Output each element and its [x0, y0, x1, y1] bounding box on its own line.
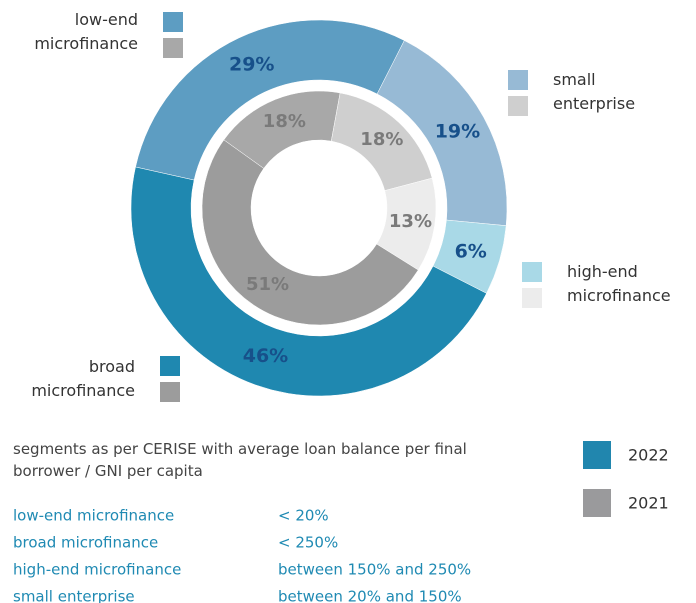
- segment-name: small enterprise: [13, 588, 135, 603]
- category-label: broad microfinance: [31, 357, 135, 400]
- segment-name: high-end microfinance: [13, 561, 181, 579]
- legend-label: 2021: [628, 494, 669, 513]
- segment-definition: between 150% and 250%: [278, 561, 471, 579]
- value-label: 19%: [435, 120, 480, 142]
- donut-segment: [130, 166, 487, 397]
- category-swatch: [508, 70, 528, 90]
- segment-name: low-end microfinance: [13, 507, 174, 525]
- value-label: 46%: [243, 345, 288, 367]
- value-label: 6%: [455, 241, 487, 263]
- value-label: 51%: [246, 274, 289, 295]
- value-label: 18%: [263, 111, 306, 132]
- category-swatch: [160, 382, 180, 402]
- category-swatch: [160, 356, 180, 376]
- segment-definition: < 20%: [278, 507, 329, 525]
- category-swatch: [163, 38, 183, 58]
- category-label: low-end microfinance: [34, 10, 138, 53]
- legend-swatch: [583, 441, 611, 469]
- segment-name: broad microfinance: [13, 534, 158, 552]
- category-swatch: [508, 96, 528, 116]
- category-swatch: [522, 288, 542, 308]
- segment-definition: < 250%: [278, 534, 338, 552]
- category-swatch: [522, 262, 542, 282]
- value-label: 29%: [229, 54, 274, 76]
- legend-label: 2022: [628, 446, 669, 465]
- note: segments as per CERISE with average loan…: [13, 440, 467, 480]
- category-swatch: [163, 12, 183, 32]
- legend-swatch: [583, 489, 611, 517]
- category-label: high-end microfinance: [567, 262, 671, 305]
- donut-segment: [135, 19, 405, 181]
- segment-definition: between 20% and 150%: [278, 588, 462, 603]
- value-label: 18%: [360, 129, 403, 150]
- value-label: 13%: [389, 211, 432, 232]
- category-label: small enterprise: [553, 70, 635, 113]
